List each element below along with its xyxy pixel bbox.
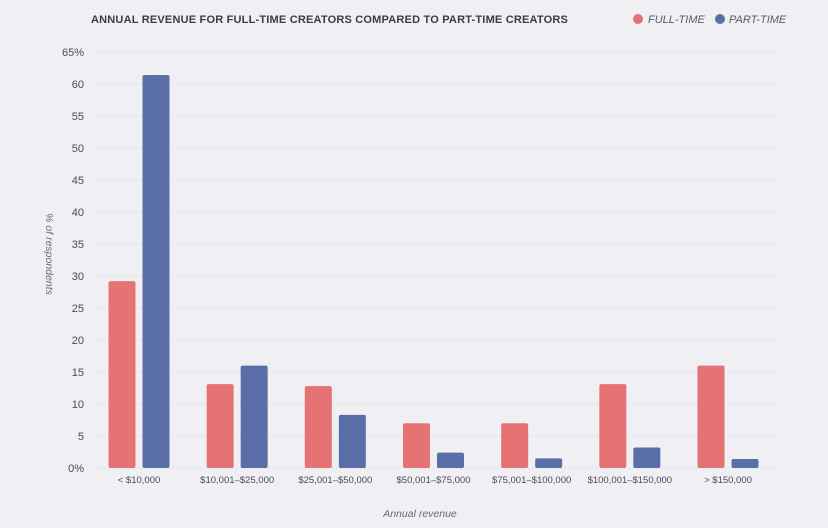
y-tick-label: 15 <box>72 367 84 379</box>
bar-part-time[interactable] <box>142 75 170 468</box>
legend-swatch-part-time <box>715 14 725 24</box>
y-tick-label: 45 <box>72 175 84 187</box>
bar-full-time[interactable] <box>697 365 725 468</box>
bar-part-time[interactable] <box>535 458 563 468</box>
bar-full-time[interactable] <box>501 423 529 468</box>
bar-part-time[interactable] <box>338 414 366 468</box>
y-axis-label: % of respondents <box>43 213 55 295</box>
bar-full-time[interactable] <box>108 281 136 468</box>
y-tick-label: 30 <box>72 271 84 283</box>
bar-full-time[interactable] <box>599 384 627 468</box>
legend-label-part-time[interactable]: PART-TIME <box>729 14 787 26</box>
bar-full-time[interactable] <box>206 384 234 468</box>
x-tick-label: $25,001–$50,000 <box>298 475 372 486</box>
y-tick-label: 65% <box>62 47 84 59</box>
bar-part-time[interactable] <box>633 447 661 468</box>
legend-swatch-full-time <box>633 14 643 24</box>
chart-title: ANNUAL REVENUE FOR FULL-TIME CREATORS CO… <box>91 14 568 26</box>
legend: FULL-TIME PART-TIME <box>633 14 787 26</box>
bar-part-time[interactable] <box>437 452 464 468</box>
y-tick-label: 50 <box>72 143 84 155</box>
bar-part-time[interactable] <box>731 459 759 468</box>
x-tick-label: $10,001–$25,000 <box>200 475 274 486</box>
y-tick-label: 20 <box>72 335 84 347</box>
x-tick-label: < $10,000 <box>118 475 161 486</box>
bar-part-time[interactable] <box>240 365 268 468</box>
y-tick-label: 55 <box>72 111 84 123</box>
bar-full-time[interactable] <box>403 423 430 468</box>
gridlines <box>92 51 778 469</box>
bar-full-time[interactable] <box>304 386 332 468</box>
y-tick-label: 35 <box>72 239 84 251</box>
x-tick-label: $75,001–$100,000 <box>492 475 571 486</box>
y-tick-label: 0% <box>68 463 84 475</box>
y-tick-label: 40 <box>72 207 84 219</box>
y-tick-label: 25 <box>72 303 84 315</box>
y-tick-label: 10 <box>72 399 84 411</box>
y-tick-label: 60 <box>72 79 84 91</box>
y-axis-ticks: 0% 5 10 15 20 25 30 35 40 45 50 55 60 65% <box>62 47 84 475</box>
y-tick-label: 5 <box>78 431 84 443</box>
bars <box>108 75 759 468</box>
x-tick-label: > $150,000 <box>704 475 752 486</box>
legend-label-full-time[interactable]: FULL-TIME <box>648 14 706 26</box>
x-tick-label: $50,001–$75,000 <box>397 475 471 486</box>
x-axis-ticks: < $10,000 $10,001–$25,000 $25,001–$50,000 $… <box>118 475 752 486</box>
x-axis-label: Annual revenue <box>382 508 457 520</box>
x-tick-label: $100,001–$150,000 <box>588 475 673 486</box>
